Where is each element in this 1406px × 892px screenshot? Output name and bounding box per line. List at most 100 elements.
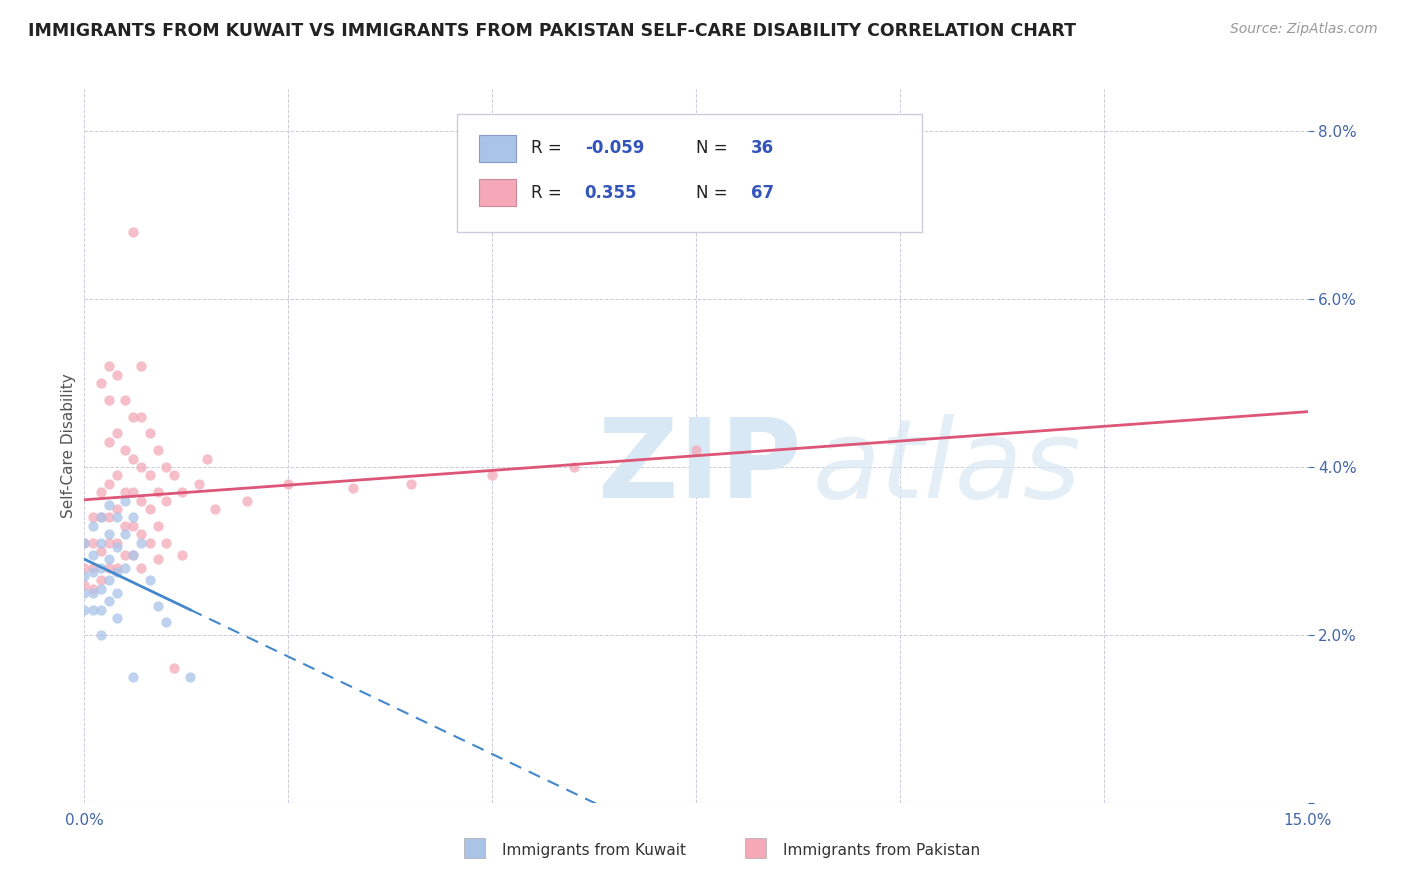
Point — [73, 569, 96, 583]
Point — [122, 510, 145, 524]
Point — [172, 548, 194, 562]
Text: Source: ZipAtlas.com: Source: ZipAtlas.com — [1230, 22, 1378, 37]
Point — [138, 502, 160, 516]
Point — [73, 603, 96, 617]
Point — [122, 451, 145, 466]
Point — [155, 460, 177, 475]
Text: 0.355: 0.355 — [585, 184, 637, 202]
Point — [122, 485, 145, 500]
Point — [138, 468, 160, 483]
Point — [131, 535, 153, 549]
Point — [105, 368, 128, 382]
Point — [204, 502, 226, 516]
Text: atlas: atlas — [813, 414, 1081, 521]
Point — [122, 548, 145, 562]
Point — [114, 527, 136, 541]
Point — [146, 518, 169, 533]
Text: Immigrants from Pakistan: Immigrants from Pakistan — [783, 844, 980, 858]
Point — [90, 485, 112, 500]
Point — [562, 460, 585, 475]
Point — [73, 577, 96, 591]
Point — [155, 535, 177, 549]
Point — [82, 560, 104, 574]
Point — [131, 409, 153, 424]
Point — [481, 468, 503, 483]
Point — [131, 359, 153, 374]
Point — [155, 493, 177, 508]
Point — [138, 574, 160, 588]
Point — [114, 443, 136, 458]
Text: Immigrants from Kuwait: Immigrants from Kuwait — [502, 844, 686, 858]
Point — [105, 535, 128, 549]
Point — [131, 460, 153, 475]
Point — [97, 594, 120, 608]
Point — [277, 476, 299, 491]
Text: -0.059: -0.059 — [585, 139, 644, 157]
Point — [105, 611, 128, 625]
Point — [90, 582, 112, 596]
Point — [146, 552, 169, 566]
Point — [131, 560, 153, 574]
Point — [97, 434, 120, 449]
Point — [105, 468, 128, 483]
Point — [172, 485, 194, 500]
Point — [73, 586, 96, 600]
Point — [114, 485, 136, 500]
Point — [90, 376, 112, 390]
Point — [82, 565, 104, 579]
Point — [114, 560, 136, 574]
Point — [105, 586, 128, 600]
Point — [146, 485, 169, 500]
Point — [82, 603, 104, 617]
Point — [138, 426, 160, 441]
Point — [122, 409, 145, 424]
Point — [90, 574, 112, 588]
Point — [73, 535, 96, 549]
Point — [105, 540, 128, 554]
Point — [138, 535, 160, 549]
Point — [97, 552, 120, 566]
Point — [97, 510, 120, 524]
Point — [97, 392, 120, 407]
Text: N =: N = — [696, 139, 733, 157]
Point — [105, 426, 128, 441]
Point — [146, 599, 169, 613]
Point — [90, 560, 112, 574]
Point — [105, 565, 128, 579]
Point — [90, 603, 112, 617]
Point — [105, 510, 128, 524]
Point — [187, 476, 209, 491]
Point — [131, 493, 153, 508]
Point — [122, 548, 145, 562]
Point — [131, 527, 153, 541]
Point — [114, 392, 136, 407]
Point — [399, 476, 422, 491]
Text: IMMIGRANTS FROM KUWAIT VS IMMIGRANTS FROM PAKISTAN SELF-CARE DISABILITY CORRELAT: IMMIGRANTS FROM KUWAIT VS IMMIGRANTS FRO… — [28, 22, 1076, 40]
Point — [73, 535, 96, 549]
Text: ZIP: ZIP — [598, 414, 801, 521]
Point — [105, 502, 128, 516]
Point — [90, 628, 112, 642]
Point — [82, 510, 104, 524]
Point — [685, 443, 707, 458]
Point — [82, 582, 104, 596]
Point — [114, 493, 136, 508]
Point — [195, 451, 218, 466]
Text: R =: R = — [531, 184, 567, 202]
Text: 36: 36 — [751, 139, 775, 157]
Point — [146, 443, 169, 458]
Point — [97, 574, 120, 588]
Point — [163, 468, 186, 483]
Point — [342, 481, 364, 495]
Text: R =: R = — [531, 139, 567, 157]
Point — [90, 510, 112, 524]
Point — [179, 670, 201, 684]
Point — [82, 518, 104, 533]
Y-axis label: Self-Care Disability: Self-Care Disability — [60, 374, 76, 518]
Point — [114, 548, 136, 562]
Point — [82, 535, 104, 549]
Point — [90, 544, 112, 558]
Point — [90, 535, 112, 549]
Text: 67: 67 — [751, 184, 775, 202]
Point — [82, 548, 104, 562]
